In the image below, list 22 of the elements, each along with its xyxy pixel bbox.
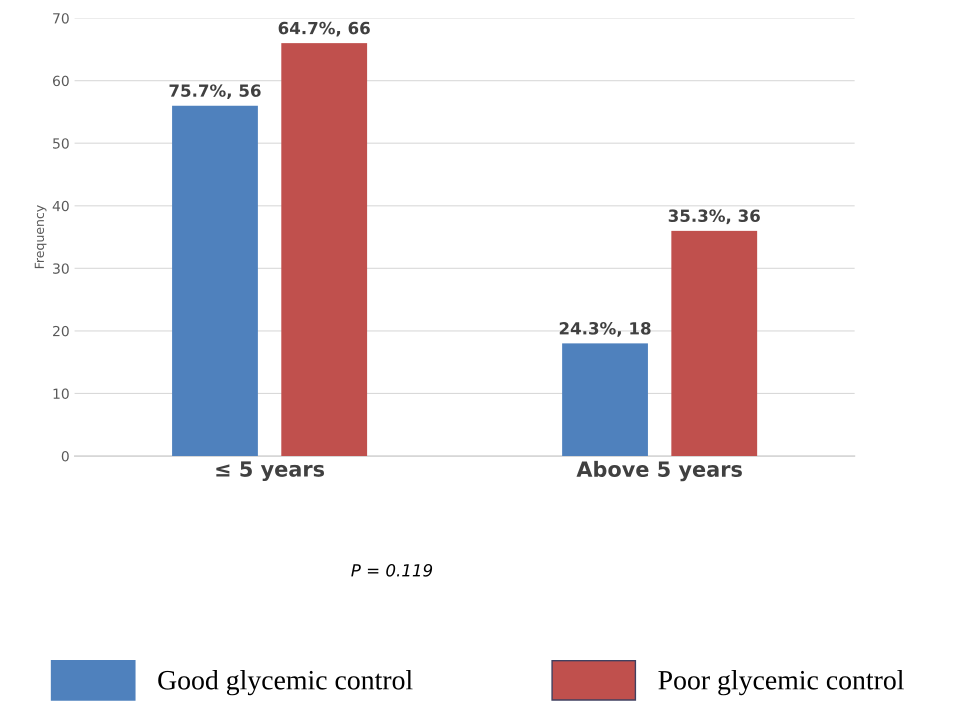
- text: P = 0.119: [351, 564, 432, 577]
- bar: [562, 343, 648, 456]
- data-label: 35.3%, 36: [668, 209, 760, 224]
- y-tick-label: 70: [53, 13, 69, 24]
- y-tick-label: 0: [62, 450, 69, 462]
- y-tick-label: 10: [54, 388, 69, 399]
- legend-label: Poor glycemic control: [658, 670, 904, 696]
- y-tick-label: 50: [53, 138, 69, 149]
- y-tick-label: 40: [52, 200, 69, 212]
- y-tick-label: 30: [53, 263, 69, 274]
- bar: [172, 106, 258, 456]
- x-tick-label: ≤ 5 years: [216, 461, 324, 482]
- y-tick-label: 20: [53, 326, 69, 336]
- data-label: 64.7%, 66: [278, 22, 370, 36]
- y-tick-label: 60: [53, 76, 69, 86]
- legend-label: Good glycemic control: [158, 670, 413, 696]
- bar: [671, 230, 758, 456]
- data-label: 24.3%, 18: [560, 322, 651, 337]
- bar: [281, 43, 368, 456]
- data-label: 75.7%, 56: [170, 84, 261, 100]
- x-tick-label: Above 5 years: [576, 460, 742, 482]
- y-axis-title: Frequency: [34, 205, 46, 268]
